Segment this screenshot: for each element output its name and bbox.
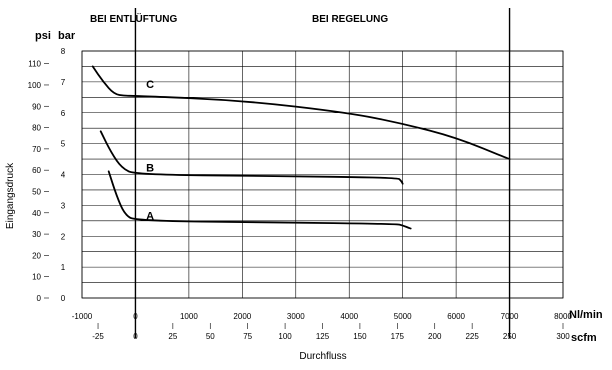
curve-label-c: C: [146, 79, 154, 91]
y-tick-label-bar: 6: [61, 109, 66, 118]
x-tick-label-nlmin: 6000: [447, 312, 465, 321]
emphasized-lines: [134, 8, 511, 338]
y-tick-label-psi: 100: [28, 81, 42, 90]
curve-label-a: A: [146, 210, 154, 222]
x-tick-label-scfm: 75: [243, 332, 252, 341]
series-curves: [91, 65, 511, 230]
x-tick-label-nlmin: 0: [133, 312, 138, 321]
x-tick-label-nlmin: 8000: [554, 312, 572, 321]
y-tick-label-psi: 30: [32, 230, 41, 239]
x-tick-label-nlmin: 7000: [501, 312, 519, 321]
y-tick-label-psi: 90: [32, 102, 41, 111]
x-tick-label-scfm: 300: [556, 332, 570, 341]
grid: [81, 50, 564, 299]
y-tick-label-psi: 10: [32, 273, 41, 282]
y-tick-label-bar: 2: [61, 232, 66, 241]
x-tick-label-scfm: 225: [465, 332, 479, 341]
x-tick-label-nlmin: 3000: [287, 312, 305, 321]
y-tick-label-psi: 80: [32, 124, 41, 133]
x-tick-label-scfm: 250: [503, 332, 517, 341]
x-tick-label-scfm: 50: [206, 332, 215, 341]
x-tick-label-scfm: 100: [278, 332, 292, 341]
x-tick-label-nlmin: 5000: [394, 312, 412, 321]
x-tick-label-scfm: 25: [168, 332, 177, 341]
header-right: BEI REGELUNG: [312, 14, 388, 25]
x-tick-label-nlmin: 1000: [180, 312, 198, 321]
x-tick-label-scfm: 200: [428, 332, 442, 341]
y-tick-label-psi: 110: [28, 60, 41, 69]
y-unit-bar: bar: [58, 30, 76, 42]
y-tick-label-psi: 40: [32, 209, 41, 218]
y-tick-label-psi: 60: [32, 166, 41, 175]
curve-labels: A B C: [146, 79, 154, 222]
x-axis-label: Durchfluss: [299, 351, 346, 362]
y-tick-label-bar: 8: [61, 47, 66, 56]
curve-a: [107, 170, 412, 230]
y-unit-psi: psi: [35, 30, 51, 42]
y-axis-label: Eingangsdruck: [5, 162, 16, 229]
y-tick-label-psi: 50: [32, 187, 41, 196]
curve-label-b: B: [146, 162, 154, 174]
y-tick-label-bar: 0: [61, 294, 66, 303]
x-tick-label-nlmin: 2000: [233, 312, 251, 321]
y-tick-label-bar: 5: [61, 140, 66, 149]
x-unit-scfm: scfm: [571, 332, 597, 344]
curve-b: [99, 130, 404, 185]
x-tick-label-nlmin: 4000: [340, 312, 358, 321]
x-tick-label-nlmin: -1000: [72, 312, 93, 321]
x-tick-label-scfm: -25: [92, 332, 104, 341]
x-tick-label-scfm: 125: [316, 332, 330, 341]
header-left: BEI ENTLÜFTUNG: [90, 12, 177, 25]
y-tick-label-bar: 3: [61, 201, 66, 210]
x-tick-label-scfm: 0: [133, 332, 138, 341]
y-tick-label-psi: 0: [37, 294, 42, 303]
x-tick-label-scfm: 175: [391, 332, 405, 341]
y-tick-label-bar: 4: [61, 171, 66, 180]
y-tick-label-psi: 70: [32, 145, 41, 154]
x-unit-nlmin: Nl/min: [569, 309, 603, 321]
x-tick-label-scfm: 150: [353, 332, 367, 341]
y-tick-label-bar: 7: [61, 78, 66, 87]
y-tick-label-bar: 1: [61, 263, 66, 272]
curve-c: [91, 65, 511, 161]
y-tick-label-psi: 20: [32, 251, 41, 260]
